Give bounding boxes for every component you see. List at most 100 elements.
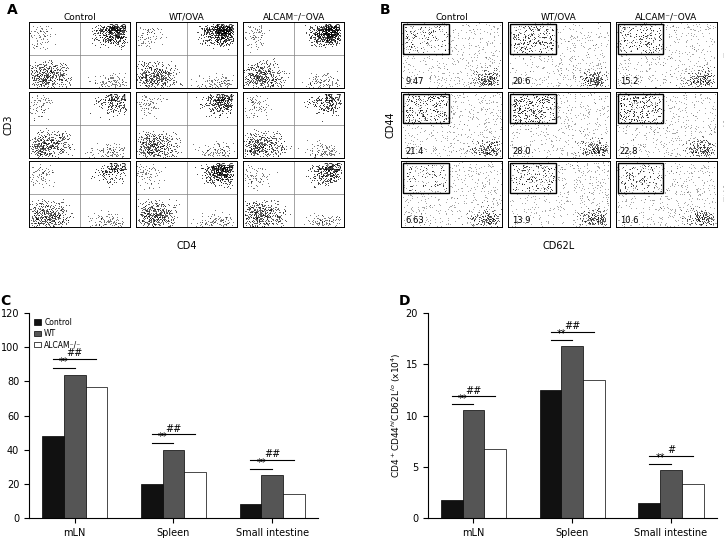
Point [258,76,269,85]
Point [635,161,647,170]
Point [617,26,628,35]
Point [279,206,291,215]
Point [569,153,581,162]
Point [492,89,503,97]
Point [479,66,491,75]
Point [459,173,471,182]
Point [328,27,340,36]
Point [212,98,224,107]
Point [697,219,709,228]
Point [624,100,636,109]
Point [143,145,154,154]
Point [452,170,463,179]
Point [659,148,670,157]
Point [594,169,605,178]
Point [463,146,475,155]
Point [487,80,498,89]
Point [40,207,51,216]
Point [534,97,546,106]
Point [143,71,154,80]
Point [222,21,233,30]
Point [275,221,287,230]
Point [418,125,430,134]
Point [652,128,664,137]
Point [479,95,491,104]
Point [98,95,110,104]
Point [54,144,66,153]
Point [215,22,227,31]
Point [153,204,164,213]
Point [322,28,334,37]
Point [634,33,646,42]
Point [641,40,653,49]
Point [45,143,56,152]
Point [216,30,227,38]
Point [534,159,546,168]
Point [482,201,494,209]
Point [672,216,683,225]
Point [251,210,262,219]
Point [31,77,43,86]
Point [403,96,415,105]
Point [434,188,445,197]
Point [489,79,500,88]
Point [560,160,571,169]
Point [543,173,555,182]
Point [153,149,164,158]
Point [321,80,332,89]
Point [224,28,235,37]
Point [38,108,50,116]
Point [263,61,274,70]
Point [313,31,325,40]
Point [152,211,164,219]
Point [114,28,126,37]
Point [316,217,328,226]
Point [437,92,449,101]
Point [135,142,147,151]
Point [704,77,716,86]
Point [508,32,520,41]
Point [319,26,331,35]
Point [509,222,521,231]
Point [584,214,595,223]
Point [203,100,214,109]
Point [209,144,220,153]
Point [321,94,333,103]
Point [264,212,276,221]
Point [107,91,119,100]
Point [704,189,716,198]
Point [332,174,343,183]
Point [701,69,712,78]
Point [238,136,250,145]
Point [488,90,500,99]
Point [241,213,253,222]
Point [646,163,657,172]
Point [219,30,231,38]
Point [213,173,224,182]
Point [201,30,212,39]
Point [135,143,146,152]
Point [36,213,48,222]
Point [112,222,124,231]
Point [153,199,164,208]
Point [411,216,423,224]
Point [252,167,264,176]
Point [689,143,700,152]
Point [434,107,445,116]
Point [437,144,449,153]
Point [634,139,646,148]
Point [143,81,155,90]
Point [581,47,592,56]
Point [696,31,708,40]
Point [253,102,264,111]
Point [119,21,131,30]
Point [647,104,659,113]
Point [321,167,332,176]
Point [522,100,534,109]
Point [46,65,57,74]
Point [687,31,699,40]
Point [165,135,177,144]
Point [213,101,224,110]
Point [214,100,226,109]
Point [629,38,641,47]
